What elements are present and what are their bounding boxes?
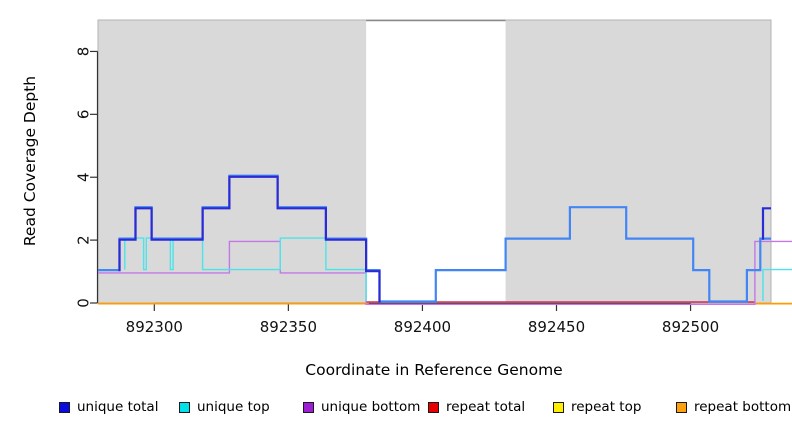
legend-item-repeat-top: repeat top [553, 398, 641, 416]
legend-label: repeat bottom [694, 399, 792, 415]
y-axis-label: Read Coverage Depth [21, 75, 39, 247]
legend-label: unique bottom [321, 399, 421, 415]
y-tick-label: 6 [75, 110, 93, 120]
legend-swatch [428, 401, 439, 413]
legend-swatch [303, 401, 314, 413]
y-tick-label: 0 [75, 298, 93, 308]
y-tick-label: 4 [75, 172, 93, 182]
legend-label: unique top [197, 399, 270, 415]
x-tick-label: 892450 [528, 318, 585, 336]
series-unique-bottom [98, 240, 792, 305]
legend-item-unique-bottom: unique bottom [303, 398, 420, 416]
x-tick-label: 892300 [126, 318, 183, 336]
legend-swatch [553, 401, 564, 413]
legend-item-repeat-bottom: repeat bottom [676, 398, 791, 416]
legend-swatch [676, 401, 687, 413]
series-unique-top [762, 268, 792, 301]
x-axis-label: Coordinate in Reference Genome [305, 361, 563, 379]
legend-label: repeat total [446, 399, 526, 415]
y-tick-label: 8 [75, 47, 93, 57]
x-tick-label: 892500 [662, 318, 719, 336]
legend: unique total unique top unique bottom repea… [0, 398, 792, 420]
x-tick-label: 892400 [394, 318, 451, 336]
legend-item-unique-total: unique total [59, 398, 158, 416]
legend-swatch [179, 401, 190, 413]
x-tick-label: 892350 [260, 318, 317, 336]
y-tick-label: 2 [75, 235, 93, 245]
legend-swatch [59, 401, 70, 413]
legend-label: unique total [77, 399, 159, 415]
series-unique-top [124, 237, 367, 301]
legend-item-unique-top: unique top [179, 398, 270, 416]
shaded-region [98, 20, 367, 303]
legend-item-repeat-total: repeat total [428, 398, 525, 416]
series-unique-total [118, 175, 381, 303]
shaded-region [505, 20, 771, 303]
legend-label: repeat top [571, 399, 642, 415]
series-unique-total [761, 207, 771, 240]
